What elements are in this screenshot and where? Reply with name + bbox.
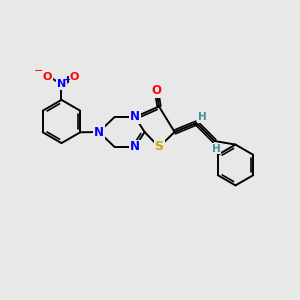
Text: N: N: [57, 79, 66, 89]
Text: H: H: [212, 143, 220, 154]
Text: +: +: [63, 75, 70, 84]
Text: N: N: [130, 140, 140, 154]
Text: O: O: [43, 71, 52, 82]
Text: −: −: [34, 66, 43, 76]
Text: H: H: [197, 112, 206, 122]
Text: N: N: [94, 125, 104, 139]
Text: N: N: [130, 110, 140, 124]
Text: O: O: [70, 71, 79, 82]
Text: O: O: [152, 84, 162, 98]
Text: S: S: [154, 140, 164, 154]
